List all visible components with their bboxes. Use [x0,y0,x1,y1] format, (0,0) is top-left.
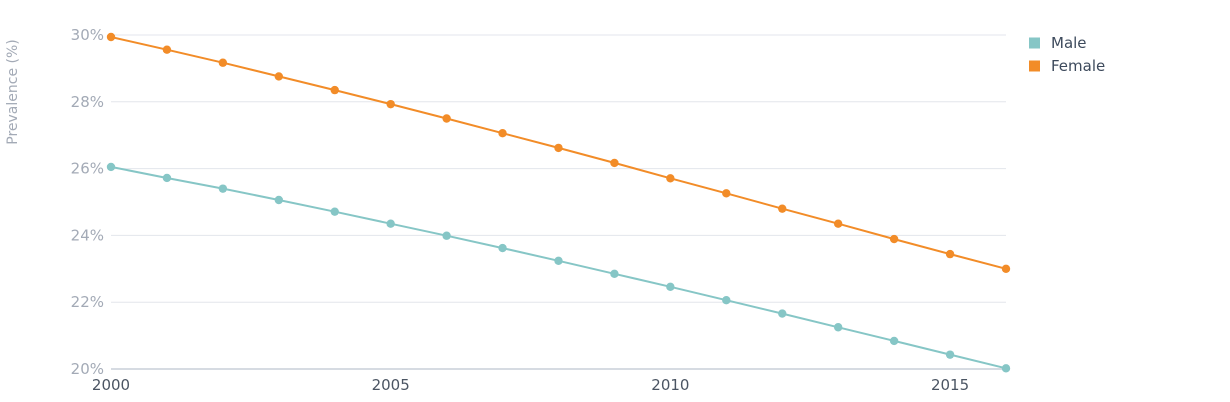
y-axis-title: Prevalence (%) [5,39,21,145]
x-tick-label: 2010 [651,376,689,394]
data-point-female[interactable] [218,58,228,67]
data-point-female[interactable] [498,128,507,138]
data-point-male[interactable] [554,256,563,265]
legend-swatch [1029,37,1040,49]
data-point-female[interactable] [330,85,339,95]
data-point-female[interactable] [442,114,451,123]
data-point-male[interactable] [1001,364,1011,373]
series-male [106,162,1011,373]
data-point-female[interactable] [889,234,899,244]
data-point-male[interactable] [666,282,675,292]
data-point-female[interactable] [274,72,284,81]
legend[interactable]: Male Female [1029,34,1105,75]
series-line-male [110,165,1007,370]
y-tick-label: 22% [71,293,104,311]
x-tick-label: 2015 [931,376,969,394]
data-point-male[interactable] [833,323,843,332]
data-point-female[interactable] [666,174,675,183]
legend-item-female[interactable]: Female [1029,57,1105,75]
y-tick-label: 20% [71,360,104,378]
data-point-male[interactable] [610,269,619,279]
x-tick-label: 2005 [372,376,410,394]
y-axis-ticks: 20% 22% 24% 26% 28% 30% [71,26,104,378]
legend-label: Female [1051,57,1105,75]
data-point-female[interactable] [945,249,955,259]
data-point-male[interactable] [218,184,228,193]
series-lines [106,32,1011,373]
data-point-male[interactable] [386,219,395,228]
data-point-male[interactable] [274,195,284,205]
data-point-male[interactable] [945,350,955,359]
data-point-male[interactable] [498,243,507,253]
data-point-female[interactable] [722,189,731,198]
data-point-female[interactable] [554,143,563,153]
data-point-male[interactable] [162,173,172,183]
data-point-female[interactable] [778,204,787,213]
data-point-female[interactable] [106,32,116,42]
x-tick-label: 2000 [92,376,130,394]
data-point-male[interactable] [778,309,787,318]
data-point-male[interactable] [330,207,339,216]
data-point-male[interactable] [442,231,451,240]
legend-swatch [1029,60,1040,72]
y-tick-label: 26% [71,160,104,178]
series-female [106,32,1011,273]
data-point-male[interactable] [889,336,899,346]
x-axis-ticks: 2000 2005 2010 2015 [92,376,969,394]
data-point-female[interactable] [162,45,172,54]
data-point-female[interactable] [1001,264,1011,273]
data-point-female[interactable] [610,158,619,168]
data-point-male[interactable] [722,295,731,305]
grid-lines [111,34,1006,370]
y-tick-label: 24% [71,226,104,244]
y-tick-label: 30% [71,26,104,44]
legend-item-male[interactable]: Male [1029,34,1087,52]
data-point-male[interactable] [106,162,116,172]
legend-label: Male [1051,34,1087,52]
y-tick-label: 28% [71,93,104,111]
data-point-female[interactable] [833,219,843,228]
data-point-female[interactable] [386,99,395,109]
series-line-female [110,36,1007,270]
